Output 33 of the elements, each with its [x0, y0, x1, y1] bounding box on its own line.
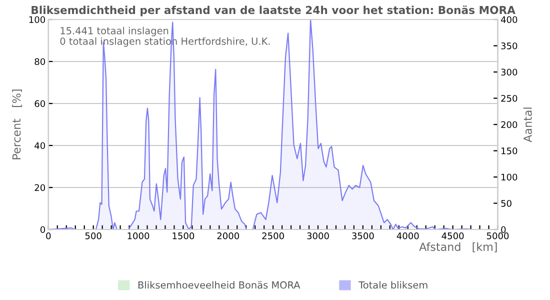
y2-tick-label: 400	[500, 16, 518, 24]
annotation: 15.441 totaal inslagen	[60, 26, 168, 36]
x-tick-label: 3500	[352, 232, 374, 240]
y-tick-label: 100	[29, 16, 46, 24]
legend-label: Totale bliksem	[358, 281, 428, 289]
y2-tick-label: 250	[501, 94, 518, 102]
x-tick-label: 500	[85, 232, 102, 240]
x-tick-label: 4000	[396, 232, 419, 240]
x-tick-label: 1500	[172, 232, 194, 240]
x-tick-label: 2000	[217, 232, 240, 240]
chart-title: Bliksemdichtheid per afstand van de laatste 24h voor het station: Bonäs MORA	[32, 6, 516, 16]
x-tick-label: 3000	[307, 232, 329, 240]
y2-tick-label: 100	[502, 174, 518, 181]
y2-tick-label: 200	[501, 121, 518, 128]
y2-tick-label: 50	[501, 200, 512, 207]
y-axis-title: Percent [%]	[12, 90, 22, 160]
x-tick-label: 4500	[442, 232, 464, 240]
y2-axis-title: Aantal	[523, 108, 532, 142]
y2-tick-label: 0	[501, 226, 506, 234]
x-axis-title: Afstand [km]	[419, 242, 497, 252]
y-tick-label: 80	[34, 58, 46, 66]
y-tick-label: 60	[34, 100, 46, 108]
x-tick-label: 1000	[128, 232, 150, 240]
y2-tick-label: 350	[501, 42, 518, 50]
y2-tick-label: 150	[502, 147, 518, 154]
y-tick-label: 40	[34, 142, 46, 150]
x-tick-label: 0	[46, 232, 51, 240]
x-tick-label: 2500	[262, 232, 284, 240]
x-tick-label: 5000	[486, 232, 509, 240]
y2-tick-label: 300	[501, 68, 518, 76]
y-tick-label: 20	[34, 184, 46, 192]
y-tick-label: 0	[40, 226, 46, 234]
legend-label: Bliksemhoeveelheid Bonäs MORA	[138, 281, 300, 289]
